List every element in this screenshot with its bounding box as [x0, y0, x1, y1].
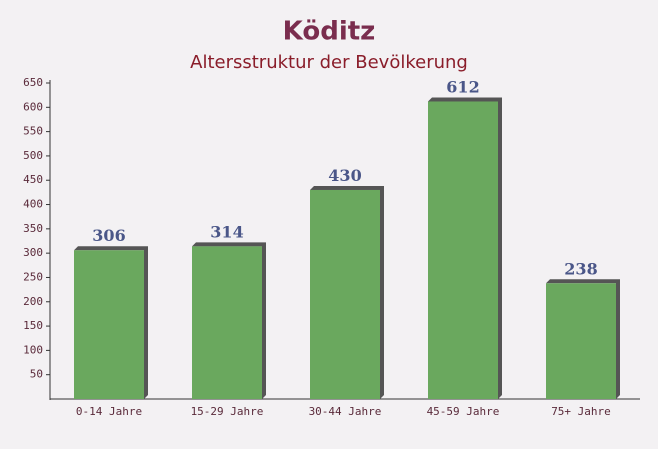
chart-subtitle: Altersstruktur der Bevölkerung: [190, 52, 468, 73]
value-label: 612: [446, 77, 479, 96]
y-tick-label: 400: [23, 198, 43, 211]
bar: [192, 246, 262, 399]
chart-title: Köditz: [283, 17, 376, 47]
x-tick-label: 0-14 Jahre: [76, 405, 142, 418]
y-tick-label: 450: [23, 173, 43, 186]
bar: [74, 250, 144, 399]
y-tick-label: 250: [23, 270, 43, 283]
value-label: 238: [564, 259, 597, 278]
bar: [310, 189, 380, 399]
y-tick-label: 500: [23, 149, 43, 162]
y-tick-label: 350: [23, 222, 43, 235]
y-tick-label: 650: [23, 76, 43, 89]
bar: [428, 101, 498, 399]
y-tick-label: 550: [23, 125, 43, 138]
x-tick-label: 45-59 Jahre: [427, 405, 500, 418]
value-label: 430: [328, 166, 361, 185]
value-label: 314: [210, 222, 243, 241]
y-tick-label: 300: [23, 246, 43, 259]
y-tick-label: 50: [30, 368, 43, 381]
y-tick-label: 200: [23, 295, 43, 308]
y-tick-label: 100: [23, 343, 43, 356]
x-tick-label: 75+ Jahre: [551, 405, 611, 418]
value-label: 306: [92, 226, 125, 245]
x-tick-label: 30-44 Jahre: [309, 405, 382, 418]
y-tick-label: 150: [23, 319, 43, 332]
x-tick-label: 15-29 Jahre: [191, 405, 264, 418]
bar: [546, 283, 616, 399]
y-tick-label: 600: [23, 100, 43, 113]
